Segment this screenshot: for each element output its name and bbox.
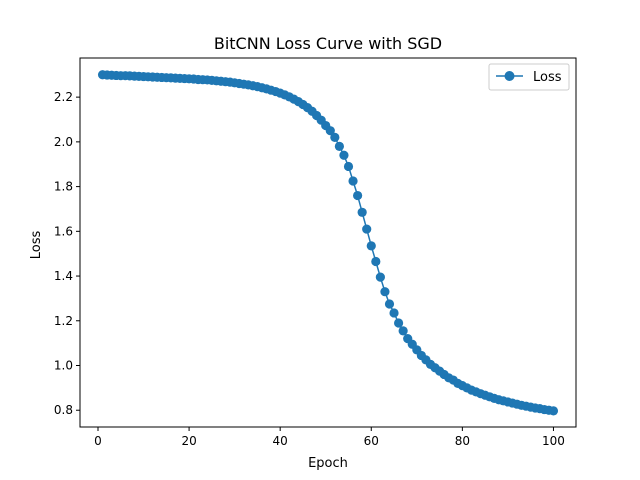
data-point [325,126,335,136]
data-point [371,256,381,267]
axes-frame [79,57,577,428]
data-point [353,190,363,201]
legend-box [488,63,570,91]
data-point [357,207,367,217]
x-tick-label: 40 [273,434,288,448]
x-tick-label: 60 [364,434,379,448]
data-point [339,150,349,160]
plot-area: 0 20 40 60 80 100 0.8 1.0 1.2 1.4 1.6 1.8 2.0 2.2 [54,57,577,448]
data-point [548,406,559,416]
y-tick-label: 1.0 [54,359,73,373]
legend-marker-swatch [504,71,515,81]
x-axis-label: Epoch [308,456,348,471]
data-point [389,308,399,318]
y-tick-label: 2.0 [54,135,73,149]
x-tick-label: 80 [455,434,470,448]
data-point [330,132,340,142]
data-point [398,326,408,336]
chart-title: BitCNN Loss Curve with SGD [214,34,442,53]
data-point [366,241,376,251]
y-tick-label: 1.6 [54,224,73,238]
data-point [394,318,404,328]
legend-entry-loss: Loss [533,70,562,85]
data-point [380,287,390,297]
data-point [348,176,358,186]
data-point [384,299,395,309]
y-tick-label: 2.2 [54,90,73,104]
y-tick-label: 0.8 [54,403,73,417]
data-point [334,141,344,151]
x-tick-label: 0 [94,434,102,448]
data-point [343,161,354,172]
x-tick-label: 100 [542,434,565,448]
legend: Loss [488,63,570,91]
y-axis-label: Loss [29,231,44,260]
y-tick-label: 1.8 [54,180,73,194]
data-point [362,224,372,234]
y-tick-label: 1.2 [54,314,73,328]
y-tick-label: 1.4 [54,269,73,283]
data-point [375,272,385,282]
x-tick-label: 20 [181,434,196,448]
